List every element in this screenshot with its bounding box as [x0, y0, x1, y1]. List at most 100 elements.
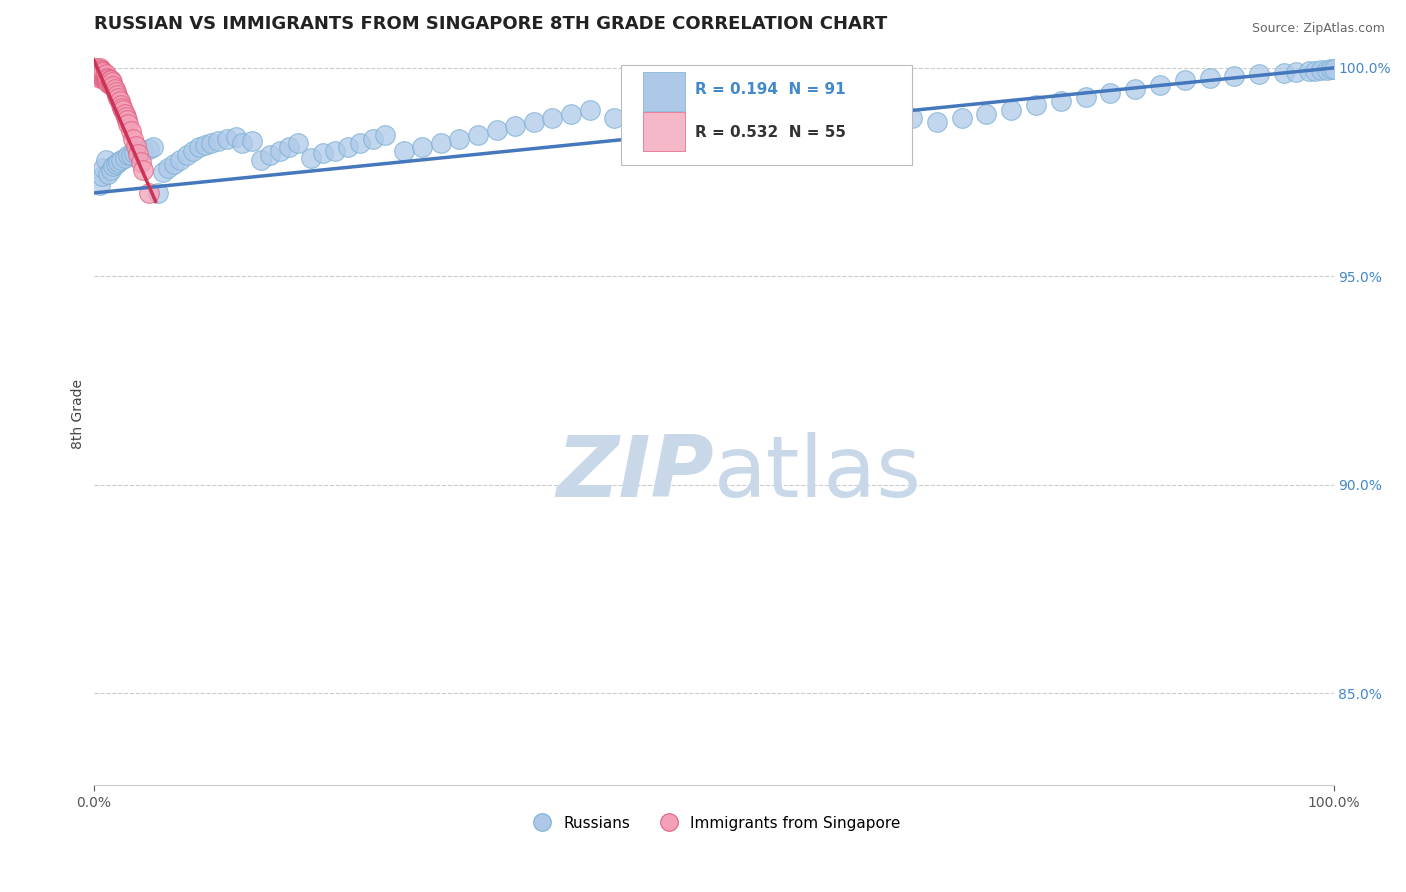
Point [114, 107, 136, 121]
Point [240, 134, 263, 148]
Point [91, 169, 114, 184]
Point [1223, 69, 1246, 83]
Point [115, 113, 138, 128]
Point [429, 136, 451, 150]
Point [485, 123, 508, 137]
Point [97, 167, 120, 181]
Point [1298, 64, 1320, 78]
Point [127, 145, 149, 159]
Point [361, 132, 384, 146]
Point [120, 148, 142, 162]
Point [138, 186, 160, 200]
Point [467, 128, 489, 142]
Point [111, 101, 134, 115]
Point [523, 115, 546, 129]
Point [117, 148, 139, 162]
Point [138, 142, 160, 156]
Point [200, 136, 222, 150]
Point [105, 88, 128, 103]
Point [107, 154, 129, 169]
Point [851, 103, 873, 117]
Point [90, 62, 112, 77]
Point [132, 162, 155, 177]
Point [1198, 71, 1220, 86]
Point [90, 69, 112, 83]
Point [1074, 90, 1097, 104]
Point [93, 69, 115, 83]
Point [101, 78, 124, 93]
Point [110, 153, 132, 167]
Point [1099, 86, 1122, 100]
Point [217, 132, 239, 146]
Point [87, 64, 110, 78]
Point [976, 107, 998, 121]
Point [87, 67, 110, 81]
Point [652, 120, 675, 134]
Point [269, 145, 291, 159]
Point [578, 103, 600, 117]
Point [1322, 62, 1344, 76]
Point [678, 123, 700, 137]
Point [86, 61, 108, 75]
Point [1025, 98, 1047, 112]
Point [96, 74, 118, 88]
Point [93, 71, 115, 86]
Point [114, 151, 136, 165]
Point [96, 70, 118, 85]
Point [325, 145, 347, 159]
Point [876, 107, 898, 121]
Point [194, 138, 217, 153]
Point [89, 178, 111, 192]
Point [1123, 82, 1146, 96]
Point [98, 72, 121, 87]
FancyBboxPatch shape [643, 72, 685, 111]
Point [122, 132, 145, 146]
Point [94, 70, 117, 84]
Point [392, 145, 415, 159]
Point [411, 140, 433, 154]
Point [104, 85, 127, 99]
Point [86, 62, 108, 77]
Point [104, 157, 127, 171]
Point [124, 146, 146, 161]
Point [181, 145, 204, 159]
Point [94, 67, 117, 81]
Point [299, 151, 322, 165]
Text: atlas: atlas [713, 432, 921, 515]
Point [87, 62, 110, 76]
Point [225, 129, 247, 144]
Point [89, 69, 111, 83]
Point [91, 70, 114, 84]
Point [449, 132, 471, 146]
Point [727, 111, 749, 125]
Point [98, 76, 121, 90]
Point [801, 98, 824, 112]
Point [112, 103, 135, 118]
Point [93, 161, 115, 175]
Point [827, 95, 849, 109]
Text: ZIP: ZIP [555, 432, 713, 515]
Y-axis label: 8th Grade: 8th Grade [72, 379, 86, 449]
Point [97, 71, 120, 86]
Point [127, 147, 149, 161]
Point [169, 153, 191, 167]
Point [259, 148, 281, 162]
Point [108, 95, 131, 109]
Point [560, 107, 582, 121]
Point [188, 140, 211, 154]
Point [103, 79, 125, 94]
Point [278, 140, 301, 154]
Point [702, 115, 724, 129]
Point [901, 111, 924, 125]
Text: Source: ZipAtlas.com: Source: ZipAtlas.com [1251, 22, 1385, 36]
Point [97, 75, 120, 89]
Point [101, 75, 124, 89]
Point [250, 153, 273, 167]
Point [114, 110, 136, 124]
Point [146, 186, 169, 200]
Point [287, 136, 309, 150]
Point [312, 146, 335, 161]
Point [1149, 78, 1171, 92]
Point [752, 107, 775, 121]
Point [176, 148, 198, 162]
